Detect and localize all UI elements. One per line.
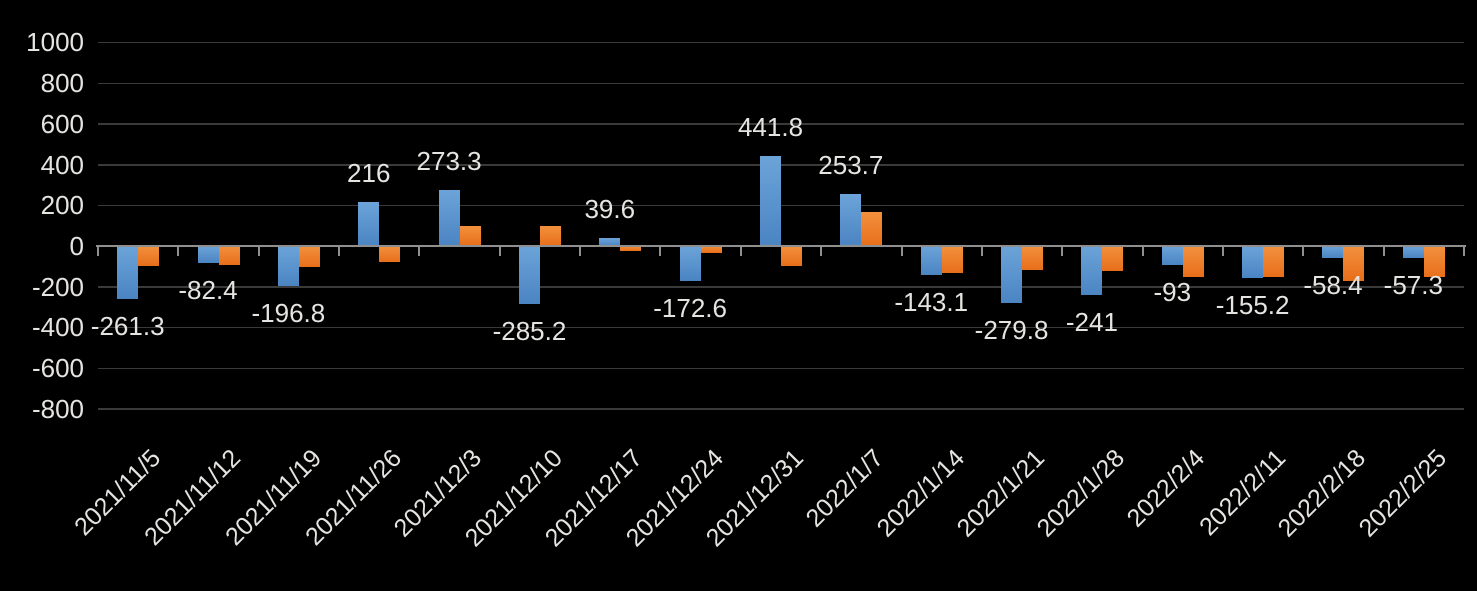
x-axis-tick	[1382, 247, 1385, 256]
y-axis-tick-label: 400	[40, 149, 84, 180]
data-label: -82.4	[178, 274, 238, 305]
x-axis-tick	[498, 247, 501, 256]
bar-orange	[620, 246, 642, 252]
gridline	[98, 123, 1464, 125]
x-axis-category-label: 2022/2/25	[1353, 444, 1452, 543]
x-axis-tick	[1061, 247, 1064, 256]
x-axis-tick	[820, 247, 823, 256]
data-label: -261.3	[90, 311, 165, 342]
bar-orange	[539, 225, 561, 246]
bar-orange	[700, 246, 722, 254]
data-label: -241	[1065, 307, 1118, 338]
y-axis-tick-label: -600	[31, 353, 84, 384]
gridline	[98, 367, 1464, 370]
data-label: 216	[347, 158, 391, 189]
x-axis-line	[96, 245, 1466, 247]
gridline	[98, 82, 1464, 85]
bar-blue	[518, 246, 540, 305]
bar-blue	[840, 194, 862, 246]
gridline	[98, 286, 1464, 288]
bar-orange	[459, 225, 481, 246]
bar-blue	[117, 246, 139, 300]
bar-blue	[1402, 246, 1424, 258]
bar-blue	[1081, 246, 1103, 296]
x-axis-tick	[177, 247, 180, 256]
bar-orange	[1343, 246, 1365, 281]
bar-orange	[1263, 246, 1285, 277]
y-axis-tick-label: -200	[31, 271, 84, 302]
bar-blue	[1322, 246, 1344, 258]
data-label: 441.8	[737, 112, 804, 143]
data-label: -143.1	[894, 287, 969, 318]
x-axis-tick	[1302, 247, 1305, 256]
data-label: -58.4	[1303, 269, 1363, 300]
x-axis-tick	[338, 247, 341, 256]
data-label: 273.3	[416, 146, 482, 177]
bar-blue	[1161, 246, 1183, 265]
y-axis-tick-label: 0	[69, 231, 84, 261]
x-axis-category-label: 2022/2/18	[1272, 444, 1372, 543]
bar-orange	[138, 246, 160, 267]
x-axis-tick	[418, 247, 421, 256]
gridline	[98, 326, 1464, 329]
y-axis-tick-label: -400	[31, 312, 84, 343]
data-label: -93	[1153, 276, 1192, 307]
gridline	[98, 408, 1464, 410]
y-axis-tick-label: -800	[31, 393, 84, 424]
bar-orange	[861, 212, 883, 246]
data-label: -155.2	[1215, 289, 1290, 320]
x-axis-tick	[1141, 247, 1144, 256]
bar-orange	[781, 246, 802, 267]
bar-orange	[1423, 246, 1445, 277]
bar-blue	[358, 202, 380, 246]
bar-blue	[1242, 246, 1264, 278]
x-axis-category-label: 2022/1/28	[1031, 444, 1131, 543]
bar-blue	[1001, 246, 1023, 303]
y-axis-tick-label: 800	[40, 68, 84, 99]
x-axis-tick	[1221, 247, 1224, 256]
y-axis-tick-label: 200	[40, 190, 84, 221]
x-axis-category-label: 2022/1/14	[871, 444, 970, 543]
bar-blue	[920, 246, 942, 276]
x-axis-tick	[900, 247, 903, 256]
x-axis-tick	[1463, 247, 1465, 256]
bar-blue	[438, 190, 460, 246]
bar-blue	[760, 156, 781, 246]
bar-orange	[1182, 246, 1204, 277]
bar-orange	[941, 246, 963, 274]
bar-orange	[1022, 246, 1044, 271]
data-label: -279.8	[974, 314, 1049, 345]
bar-blue	[599, 237, 621, 246]
bar-orange	[218, 246, 240, 266]
x-axis-tick	[579, 247, 582, 256]
gridline	[98, 204, 1464, 207]
bar-orange	[1102, 246, 1124, 272]
data-label: -172.6	[653, 293, 728, 324]
data-label: -196.8	[251, 298, 326, 329]
bar-blue	[679, 246, 701, 282]
data-label: -57.3	[1383, 269, 1443, 300]
bar-blue	[277, 246, 299, 287]
gridline	[98, 164, 1464, 166]
bar-blue	[197, 246, 219, 263]
gridline	[98, 41, 1464, 44]
y-axis-tick-label: 600	[40, 108, 84, 139]
x-axis-category-label: 2022/1/21	[951, 444, 1050, 543]
x-axis-tick	[257, 247, 260, 256]
x-axis-tick	[739, 247, 742, 256]
data-label: -285.2	[492, 316, 567, 347]
x-axis-tick	[97, 247, 99, 256]
data-label: 253.7	[818, 150, 884, 181]
bar-orange	[379, 246, 401, 263]
y-axis-tick-label: 1000	[26, 27, 84, 58]
x-axis-tick	[980, 247, 983, 256]
data-label: 39.6	[584, 193, 636, 224]
bar-orange	[298, 246, 320, 268]
x-axis-tick	[659, 247, 662, 256]
